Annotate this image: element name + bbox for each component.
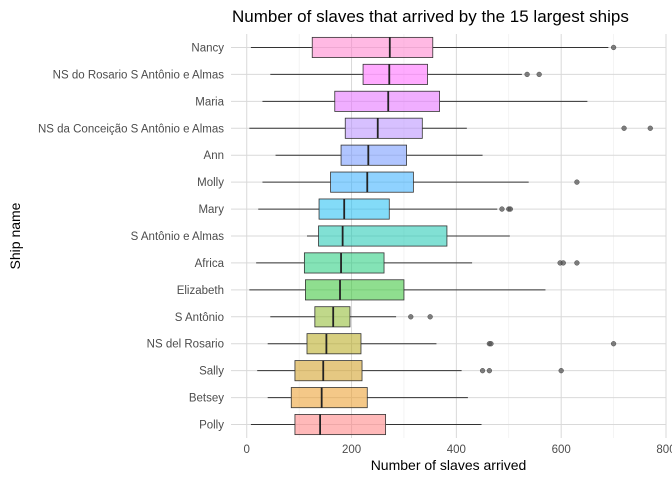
outlier-point [621, 125, 627, 131]
box-iqr [305, 279, 405, 301]
y-tick-label: Africa [195, 258, 225, 270]
outlier-point [507, 206, 513, 212]
box-iqr [294, 414, 387, 436]
y-tick-label: Maria [195, 96, 224, 108]
x-tick-label: 800 [656, 444, 672, 456]
outlier-point [558, 368, 564, 374]
box-iqr [303, 252, 385, 274]
outlier-point [536, 71, 542, 78]
y-tick-label: Nancy [191, 42, 224, 54]
box-group [270, 306, 433, 328]
outlier-point [488, 341, 494, 347]
outlier-point [499, 206, 505, 212]
outlier-point [610, 44, 617, 51]
box-iqr [311, 36, 434, 58]
box-group [258, 198, 513, 220]
outlier-point [524, 71, 530, 78]
box-group [306, 225, 510, 247]
outlier-point [610, 341, 617, 347]
box-group [249, 279, 546, 301]
box-group [256, 252, 580, 274]
chart-title: Number of slaves that arrived by the 15 … [232, 7, 629, 26]
y-tick-label: NS del Rosario [147, 339, 224, 351]
box-iqr [330, 171, 414, 193]
box-iqr [318, 198, 390, 220]
box-group [267, 333, 617, 355]
box-group [275, 144, 483, 166]
box-iqr [306, 333, 362, 355]
x-tick-label: 600 [552, 444, 571, 456]
box-group [249, 117, 653, 139]
outlier-point [560, 260, 566, 266]
outlier-point [486, 368, 492, 374]
outlier-point [574, 179, 580, 185]
outlier-point [647, 125, 653, 131]
box-group [270, 63, 542, 85]
y-axis-tick-labels: Nancy NS do Rosario S Antônio e Almas Mari… [38, 42, 225, 431]
box-iqr [294, 360, 363, 382]
y-tick-label: Sally [199, 366, 224, 378]
y-tick-label: Ann [204, 150, 224, 162]
y-tick-label: Betsey [189, 393, 224, 405]
box-series [249, 36, 653, 436]
box-group [262, 171, 580, 193]
y-axis-title: Ship name [7, 202, 23, 269]
y-tick-label: Mary [198, 204, 224, 216]
x-tick-label: 200 [342, 444, 361, 456]
box-group [267, 387, 468, 409]
y-tick-label: NS da Conceição S Antônio e Almas [38, 123, 224, 135]
box-iqr [290, 387, 368, 409]
box-group [250, 36, 617, 58]
box-iqr [318, 225, 448, 247]
box-iqr [334, 90, 440, 112]
box-iqr [344, 117, 423, 139]
x-axis-title: Number of slaves arrived [371, 457, 527, 473]
box-group [257, 360, 564, 382]
y-tick-label: Polly [199, 420, 224, 432]
outlier-point [408, 314, 414, 320]
box-group [250, 414, 482, 436]
box-group [262, 90, 588, 112]
y-tick-label: S Antônio e Almas [131, 231, 225, 243]
y-tick-label: Molly [197, 177, 224, 189]
box-iqr [340, 144, 407, 166]
y-tick-label: S Antônio [175, 312, 224, 324]
box-iqr [362, 63, 428, 85]
outlier-point [479, 368, 486, 374]
outlier-point [427, 314, 433, 320]
outlier-point [574, 260, 580, 266]
x-tick-label: 0 [244, 444, 250, 456]
y-tick-label: Elizabeth [177, 285, 224, 297]
x-tick-label: 400 [447, 444, 466, 456]
x-axis-tick-labels: 0 200 400 600 800 [244, 444, 672, 456]
y-tick-label: NS do Rosario S Antônio e Almas [53, 69, 225, 81]
